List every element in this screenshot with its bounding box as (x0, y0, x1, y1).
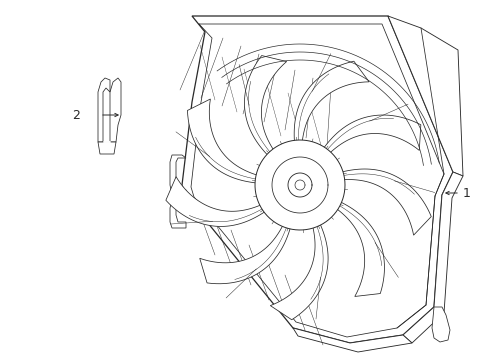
Polygon shape (244, 55, 286, 166)
Polygon shape (387, 16, 462, 176)
Polygon shape (326, 169, 430, 235)
Text: 2: 2 (72, 108, 80, 122)
Polygon shape (402, 172, 462, 343)
Polygon shape (294, 61, 368, 157)
Polygon shape (325, 195, 384, 297)
Polygon shape (170, 200, 185, 228)
Polygon shape (255, 140, 345, 230)
Polygon shape (170, 155, 185, 196)
Text: 1: 1 (462, 186, 470, 199)
Polygon shape (292, 328, 411, 352)
Polygon shape (165, 177, 277, 226)
Polygon shape (98, 142, 116, 154)
Polygon shape (270, 210, 327, 320)
Polygon shape (314, 115, 420, 163)
Polygon shape (110, 78, 121, 142)
Polygon shape (431, 307, 449, 342)
Polygon shape (98, 78, 110, 142)
Polygon shape (187, 99, 271, 184)
Polygon shape (199, 212, 294, 284)
Polygon shape (182, 16, 452, 343)
